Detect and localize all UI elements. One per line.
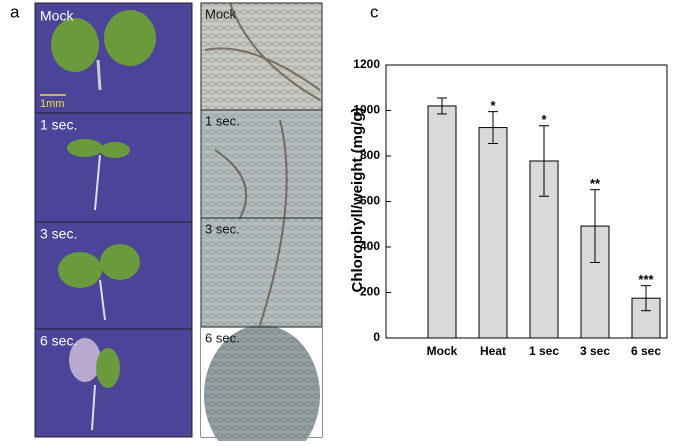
y-tick-label: 800 [360, 148, 380, 162]
bar [478, 127, 508, 339]
photo-label: 6 sec. [205, 330, 240, 345]
x-tick-label: Mock [427, 344, 458, 358]
significance-label: ** [590, 176, 601, 191]
photo-label: 3 sec. [205, 221, 240, 236]
photo-label: 6 sec. [40, 333, 77, 349]
bar [427, 105, 457, 339]
x-tick-label: Heat [480, 344, 506, 358]
y-tick-label: 200 [360, 285, 380, 299]
photo-label: 1 sec. [205, 113, 240, 128]
photo-label: Mock [40, 8, 74, 24]
photo-label: 1 sec. [40, 117, 77, 133]
x-tick-label: 6 sec [631, 344, 661, 358]
x-tick-label: 3 sec [580, 344, 610, 358]
photo-label: Mock [205, 6, 237, 21]
panel-label: c [370, 2, 379, 21]
y-tick-label: 0 [373, 330, 380, 344]
significance-label: *** [638, 272, 654, 287]
significance-label: * [490, 98, 496, 113]
photo-panel-a: Mock 1mm 1 sec. 3 sec. 6 sec. [34, 2, 193, 438]
y-tick-label: 1200 [353, 57, 380, 71]
x-tick-label: 1 sec [529, 344, 559, 358]
y-axis-label: Chlorophyll/weight (mg/g) [349, 108, 366, 293]
y-tick-label: 1000 [353, 103, 380, 117]
panel-label: a [10, 2, 20, 21]
significance-label: * [541, 112, 547, 127]
photo-panel-b: Mock 1 sec. 3 sec. 6 sec. [200, 2, 323, 446]
y-tick-label: 400 [360, 239, 380, 253]
y-tick-label: 600 [360, 194, 380, 208]
photo-label: 3 sec. [40, 226, 77, 242]
scale-bar-label: 1mm [40, 98, 64, 110]
